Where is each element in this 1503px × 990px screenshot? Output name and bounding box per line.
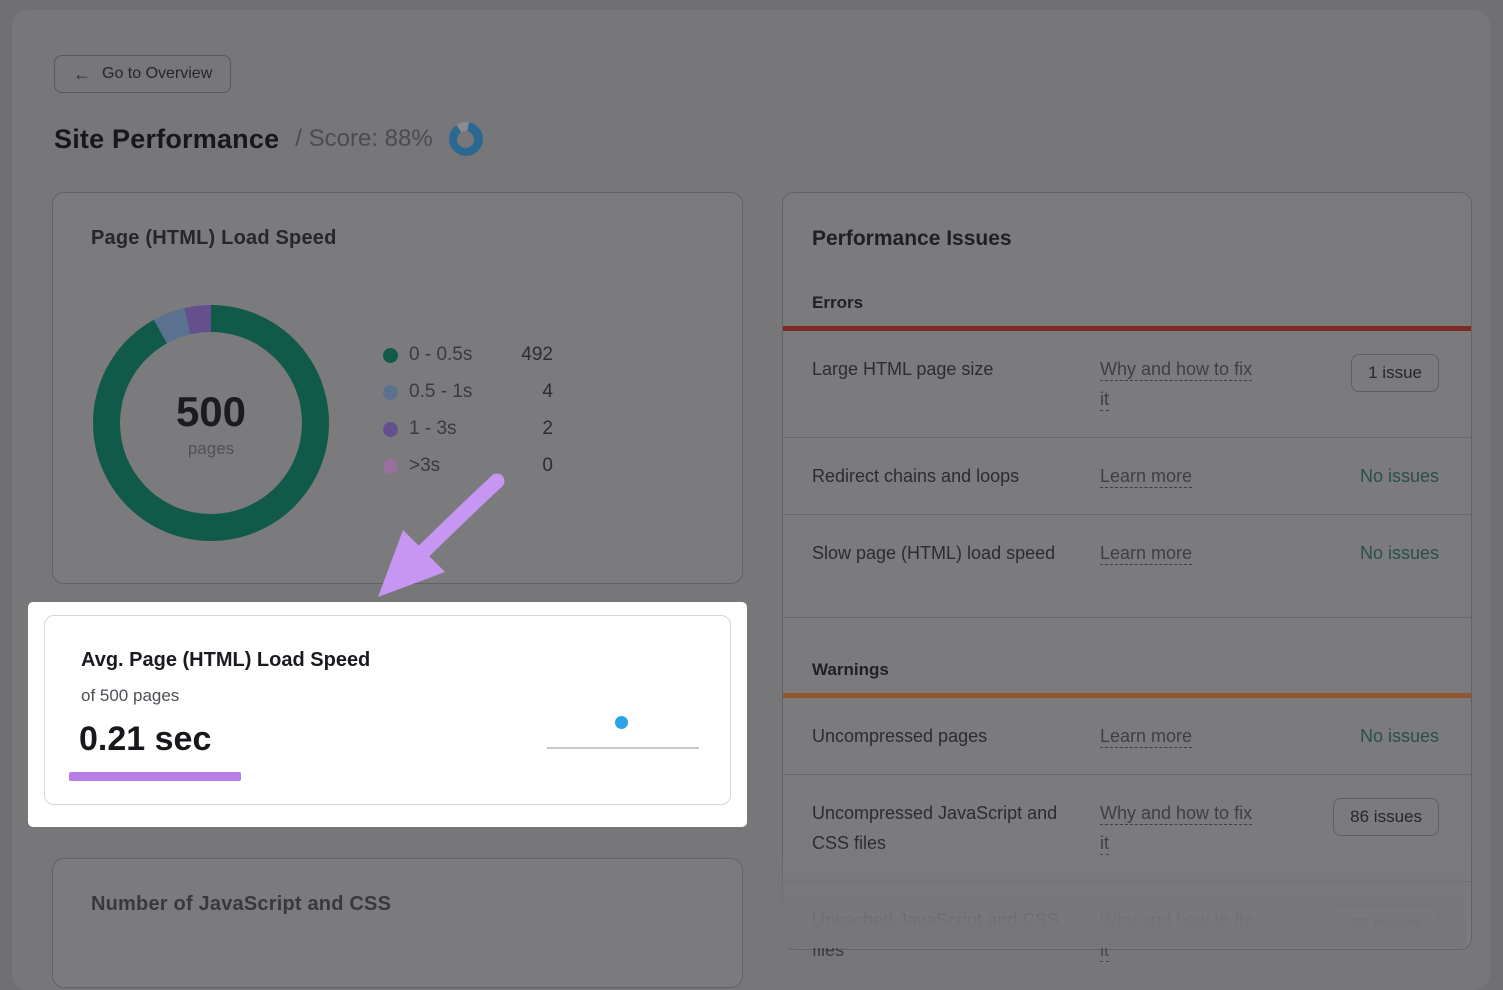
- warnings-section-title: Warnings: [783, 617, 1471, 693]
- load-speed-card-title: Page (HTML) Load Speed: [91, 227, 337, 249]
- issue-count-button[interactable]: 86 issues: [1333, 798, 1439, 836]
- legend-dot-blue: [383, 384, 398, 400]
- legend-dot-mauve: [383, 458, 398, 474]
- issue-row-uncompressed-pages: Uncompressed pages Learn more No issues: [783, 698, 1471, 774]
- load-speed-donut-chart: 500 pages: [93, 305, 329, 541]
- go-to-overview-button[interactable]: ← Go to Overview: [54, 55, 232, 93]
- donut-total-label: pages: [187, 438, 235, 458]
- load-speed-legend: 0 - 0.5s 492 0.5 - 1s 4 1 - 3s 2 >3s 0: [383, 344, 553, 477]
- donut-total-pages: 500: [175, 387, 247, 435]
- learn-more-link[interactable]: Learn more: [1100, 726, 1193, 746]
- page-header: Site Performance / Score: 88%: [54, 122, 483, 156]
- legend-dot-green: [383, 347, 398, 363]
- mini-chart-axis-line: [547, 747, 699, 749]
- errors-section-title: Errors: [812, 293, 864, 312]
- score-text: / Score: 88%: [295, 125, 433, 152]
- js-css-count-card-title: Number of JavaScript and CSS: [91, 893, 392, 915]
- issue-row-uncompressed-js-css: Uncompressed JavaScript and CSS files Wh…: [783, 774, 1471, 881]
- avg-card-subtitle: of 500 pages: [81, 686, 180, 705]
- back-arrow-icon: ←: [73, 64, 91, 84]
- tutorial-spotlight: Avg. Page (HTML) Load Speed of 500 pages…: [28, 602, 747, 827]
- score-donut-icon: [448, 122, 483, 156]
- issue-row-redirect-chains: Redirect chains and loops Learn more No …: [783, 437, 1471, 514]
- avg-load-speed-value: 0.21 sec: [79, 720, 212, 758]
- issue-count-button[interactable]: 86 issues: [1333, 905, 1439, 943]
- load-speed-card: Page (HTML) Load Speed 500 pages 0 - 0.5…: [52, 192, 743, 584]
- js-css-count-card: Number of JavaScript and CSS: [52, 858, 743, 988]
- why-how-to-fix-link[interactable]: Why and how to fix it: [1100, 359, 1253, 409]
- learn-more-link[interactable]: Learn more: [1100, 466, 1193, 486]
- annotation-underline: [69, 772, 241, 781]
- issue-row-slow-page-load: Slow page (HTML) load speed Learn more N…: [783, 514, 1471, 591]
- performance-issues-title: Performance Issues: [812, 227, 1012, 250]
- warnings-accent-bar: [783, 693, 1471, 698]
- avg-load-speed-card: Avg. Page (HTML) Load Speed of 500 pages…: [44, 615, 731, 805]
- performance-issues-panel: Performance Issues Errors Large HTML pag…: [782, 192, 1472, 960]
- issue-row-uncached-js-css: Uncached JavaScript and CSS files Why an…: [783, 881, 1471, 988]
- mini-chart-data-point: [615, 716, 628, 729]
- issue-count-button[interactable]: 1 issue: [1351, 354, 1439, 392]
- legend-item-0-05s[interactable]: 0 - 0.5s 492: [383, 344, 553, 366]
- go-to-overview-label: Go to Overview: [102, 65, 213, 82]
- legend-item-over-3s[interactable]: >3s 0: [383, 455, 553, 477]
- why-how-to-fix-link[interactable]: Why and how to fix it: [1100, 803, 1253, 853]
- legend-item-05-1s[interactable]: 0.5 - 1s 4: [383, 381, 553, 403]
- no-issues-status: No issues: [1359, 543, 1439, 563]
- why-how-to-fix-link[interactable]: Why and how to fix it: [1100, 910, 1253, 960]
- no-issues-status: No issues: [1359, 726, 1439, 746]
- learn-more-link[interactable]: Learn more: [1100, 543, 1193, 563]
- issue-row-large-html-page-size: Large HTML page size Why and how to fix …: [783, 331, 1471, 437]
- errors-accent-bar: [783, 326, 1471, 331]
- page-title: Site Performance: [54, 123, 280, 154]
- legend-item-1-3s[interactable]: 1 - 3s 2: [383, 418, 553, 440]
- no-issues-status: No issues: [1359, 466, 1439, 486]
- avg-card-title: Avg. Page (HTML) Load Speed: [81, 649, 371, 671]
- dimmed-content-area: ← Go to Overview Site Performance / Scor…: [12, 10, 1490, 990]
- legend-dot-purple: [383, 421, 398, 437]
